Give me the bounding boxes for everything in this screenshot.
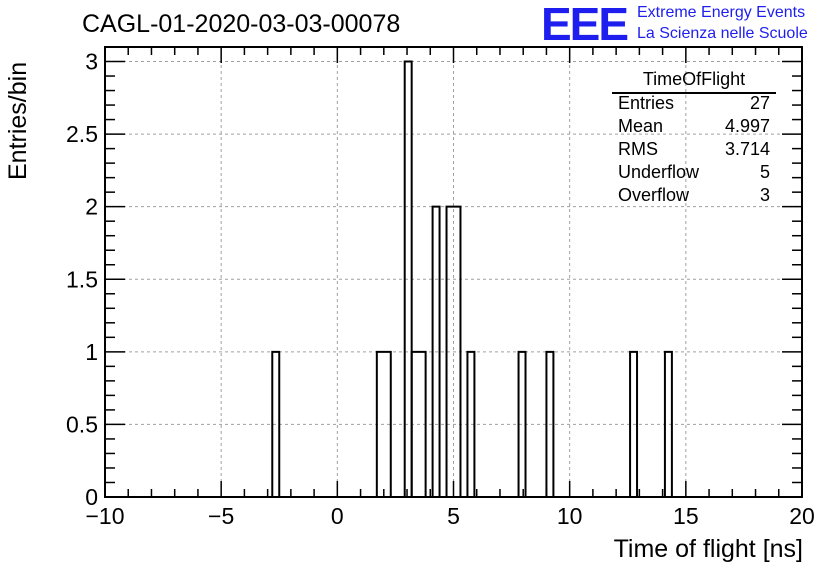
stats-title: TimeOfFlight xyxy=(642,69,746,89)
stats-value: 3 xyxy=(759,185,770,205)
stats-key: Overflow xyxy=(618,185,690,205)
y-tick-label: 0 xyxy=(85,484,98,510)
x-tick-label: 10 xyxy=(557,503,583,529)
x-tick-label: 20 xyxy=(789,503,815,529)
x-tick-label: −10 xyxy=(85,503,124,529)
logo-caption-line1: Extreme Energy Events xyxy=(637,4,806,21)
stats-value: 5 xyxy=(759,162,770,182)
stats-key: Entries xyxy=(618,93,675,113)
histogram-bin xyxy=(445,205,462,497)
stats-key: Underflow xyxy=(618,162,700,182)
x-tick-label: 15 xyxy=(673,503,699,529)
histogram-bin xyxy=(663,350,673,497)
stats-row-mean: Mean 4.997 xyxy=(618,116,770,138)
stats-divider xyxy=(612,92,776,94)
histogram-bin xyxy=(403,60,413,497)
histogram-bars xyxy=(271,60,673,497)
stats-value: 4.997 xyxy=(724,116,770,136)
stats-key: RMS xyxy=(618,139,658,159)
histogram-bin xyxy=(517,350,527,497)
histogram-bin xyxy=(375,350,392,497)
plot-frame xyxy=(104,46,803,498)
y-tick-label: 2.5 xyxy=(66,121,98,147)
y-tick-label: 1 xyxy=(85,339,98,365)
stats-row-overflow: Overflow 3 xyxy=(618,185,770,207)
tick-labels: −10 −5 0 5 10 15 20 0 0.5 1 1.5 2 2.5 3 xyxy=(66,49,815,529)
y-tick-label: 1.5 xyxy=(66,266,98,292)
y-tick-label: 2 xyxy=(85,194,98,220)
y-axis-label: Entries/bin xyxy=(4,61,32,180)
stats-row-entries: Entries 27 xyxy=(618,93,770,115)
x-tick-label: −5 xyxy=(208,503,234,529)
stats-row-rms: RMS 3.714 xyxy=(618,139,770,161)
histogram-bin xyxy=(431,205,441,497)
stats-row-underflow: Underflow 5 xyxy=(618,162,770,184)
eee-logo: EEE xyxy=(541,0,629,50)
histogram-bin xyxy=(466,350,476,497)
y-tick-label: 3 xyxy=(85,49,98,75)
stats-value: 27 xyxy=(749,93,770,113)
x-tick-label: 0 xyxy=(331,503,344,529)
stats-value: 3.714 xyxy=(724,139,770,159)
logo-caption-line2: La Scienza nelle Scuole xyxy=(637,25,808,42)
histogram-bin xyxy=(410,350,427,497)
histogram-bin xyxy=(629,350,639,497)
x-tick-label: 5 xyxy=(447,503,460,529)
chart-title: CAGL-01-2020-03-03-00078 xyxy=(82,10,401,38)
histogram-bin xyxy=(545,350,555,497)
x-axis-label: Time of flight [ns] xyxy=(613,535,803,563)
histogram-bin xyxy=(271,350,281,497)
stats-key: Mean xyxy=(618,116,664,136)
y-tick-label: 0.5 xyxy=(66,411,98,437)
